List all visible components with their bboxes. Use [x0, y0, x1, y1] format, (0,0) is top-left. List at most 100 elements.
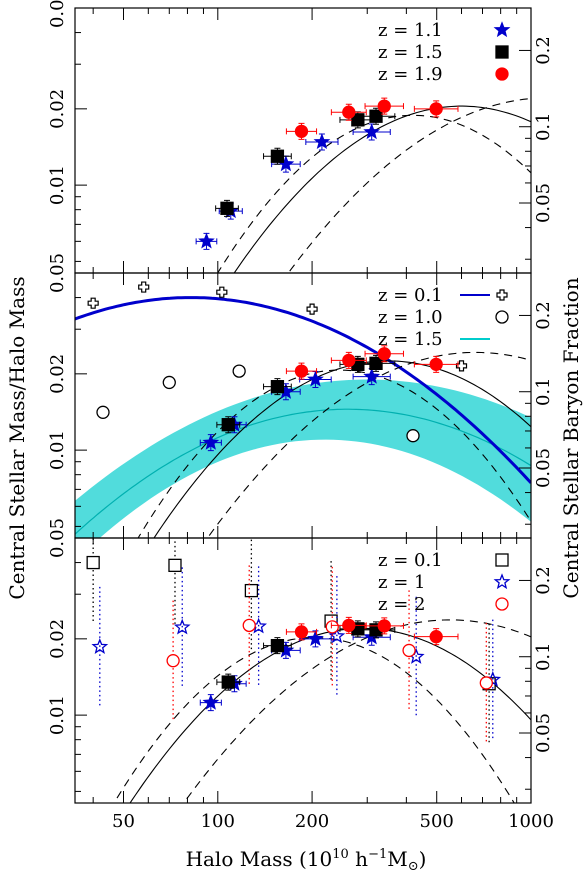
y-tick-label: 0.05: [47, 253, 68, 293]
series-1: [195, 123, 391, 250]
data-point: [166, 654, 180, 668]
y-tick-label: 0.02: [47, 619, 68, 659]
data-point: [221, 675, 235, 689]
data-point: [429, 630, 443, 644]
data-point: [138, 281, 150, 293]
right-tick-label: 0.1: [533, 112, 554, 141]
series-6: [285, 616, 459, 646]
data-point: [369, 109, 383, 123]
data-point: [242, 618, 256, 633]
panel-3: 0.01 0.02 0.05 0.05 0.1 0.2 z = 0.1z = 1z = 2 5…: [47, 518, 554, 832]
data-point: [429, 102, 443, 116]
y-tick-label: 0.02: [47, 89, 68, 129]
right-tick-label: 0.05: [533, 713, 554, 753]
data-point: [270, 149, 285, 163]
x-axis-title-h: h: [349, 847, 368, 871]
model-line-lower: [113, 636, 515, 803]
x-tick-label: 500: [420, 811, 454, 832]
y-tick-label: 0.01: [47, 165, 68, 205]
data-point: [91, 638, 109, 654]
legend-label: z = 1.1: [378, 20, 443, 41]
x-axis-title: Halo Mass (1010 h−1M⊙): [186, 847, 427, 874]
y-tick-label: 0.01: [47, 430, 68, 470]
panel-1: 0.01 0.02 0.05 0.05 0.1 0.2 z = 1.1z = 1.5z = …: [47, 0, 554, 274]
data-point: [479, 676, 493, 690]
data-point: [325, 620, 339, 634]
plot-area: [195, 97, 531, 273]
data-point: [377, 619, 391, 633]
series-2: [91, 566, 502, 740]
data-point: [86, 555, 100, 570]
x-axis-title-sun: ⊙: [408, 859, 419, 874]
model-line-upper: [287, 97, 531, 273]
x-axis-title-exp1: 10: [332, 847, 349, 862]
legend-label: z = 0.1: [378, 285, 443, 306]
right-tick-label: 0.1: [533, 377, 554, 406]
data-point: [342, 618, 356, 633]
model-line-blue: [75, 296, 531, 484]
data-point: [221, 418, 235, 432]
legend-label: z = 1.0: [378, 307, 443, 328]
legend-label: z = 2: [378, 594, 425, 615]
legend-marker: [495, 45, 509, 59]
legend-marker: [495, 553, 509, 567]
data-point: [162, 375, 176, 390]
y-tick-label: 0.05: [47, 0, 68, 28]
data-point: [216, 286, 228, 298]
data-point: [294, 364, 309, 378]
data-point: [402, 643, 416, 658]
x-tick-label: 50: [112, 811, 135, 832]
model-line-cyan: [75, 408, 531, 535]
x-axis-title-main: Halo Mass (10: [186, 847, 333, 871]
data-point: [307, 370, 324, 387]
model-line-upper: [183, 619, 531, 803]
model-line-lower: [217, 114, 531, 273]
right-tick-label: 0.2: [533, 566, 554, 595]
legend-marker: [495, 597, 509, 611]
model-band: [75, 379, 531, 538]
y-tick-label: 0.01: [47, 695, 68, 735]
legend-label: z = 0.1: [378, 550, 443, 571]
data-point: [202, 433, 220, 450]
data-point: [363, 123, 381, 140]
y-tick-label: 0.02: [47, 354, 68, 394]
data-point: [168, 558, 182, 572]
data-point: [406, 429, 420, 443]
x-tick-label: 200: [295, 811, 329, 832]
model-line: [153, 360, 531, 538]
data-point: [96, 405, 110, 419]
legend-label: z = 1: [378, 572, 425, 593]
data-point: [369, 356, 383, 371]
panel-frame: [74, 7, 532, 274]
y-tick-label: 0.05: [47, 518, 68, 558]
x-tick-label: 1000: [508, 811, 554, 832]
data-point: [270, 638, 285, 653]
data-point: [232, 364, 246, 378]
data-point: [342, 353, 356, 368]
right-tick-label: 0.05: [533, 448, 554, 488]
model-line-upper: [206, 351, 531, 538]
data-point: [363, 367, 381, 384]
right-tick-label: 0.1: [533, 642, 554, 671]
right-tick-label: 0.2: [533, 301, 554, 330]
data-point: [173, 618, 191, 635]
legend-label: z = 1.5: [378, 42, 443, 63]
data-point: [270, 380, 285, 394]
x-axis-title-m: M: [387, 847, 407, 871]
panel-frame: [74, 537, 532, 804]
data-point: [198, 232, 215, 249]
y-axis-title-right: Central Stellar Baryon Fraction: [559, 277, 583, 598]
x-tick-label: 100: [201, 811, 235, 832]
data-point: [294, 124, 309, 139]
series-2: [215, 107, 396, 217]
data-point: [351, 113, 365, 127]
right-tick-label: 0.2: [533, 36, 554, 65]
series-5: [285, 345, 459, 380]
legend-label: z = 1.5: [378, 329, 443, 350]
data-point: [342, 105, 356, 119]
series-3: [285, 97, 459, 140]
data-point: [244, 583, 259, 598]
plot-area: [75, 281, 531, 538]
data-point: [294, 625, 309, 639]
